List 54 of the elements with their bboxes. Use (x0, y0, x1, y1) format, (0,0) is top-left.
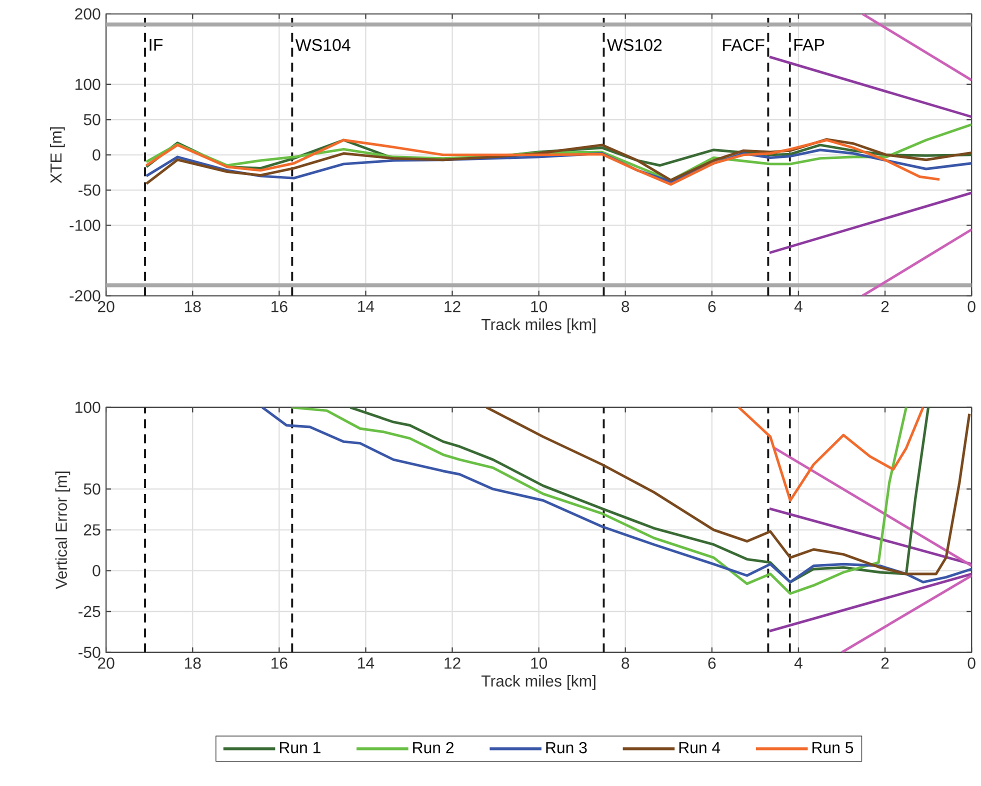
line-series (485, 407, 971, 576)
legend-label: Run 3 (546, 742, 587, 754)
y-tick-label: 0 (92, 565, 100, 576)
y-tick-label: -25 (78, 606, 100, 618)
y-tick-label: -50 (78, 646, 100, 658)
ref-line-label: WS102 (607, 39, 662, 52)
x-tick-label: 20 (98, 658, 114, 669)
x-tick-label: 14 (358, 658, 374, 669)
y-axis-title: Vertical Error [m] (55, 472, 70, 590)
x-tick-label: 6 (708, 658, 716, 669)
x-tick-label: 16 (272, 301, 288, 312)
ref-line-label: FAP (794, 39, 824, 51)
x-tick-label: 2 (881, 301, 889, 312)
ref-line-label: WS104 (295, 39, 350, 52)
x-tick-label: 12 (444, 301, 460, 312)
y-tick-label: 50 (84, 483, 100, 495)
x-tick-label: 20 (98, 301, 114, 312)
y-tick-label: 100 (76, 78, 100, 90)
x-tick-label: 18 (184, 658, 201, 669)
y-tick-label: -200 (70, 290, 100, 302)
line-series (737, 407, 924, 502)
line-series (260, 407, 972, 584)
line-series (290, 407, 908, 595)
x-tick-label: 2 (881, 658, 889, 669)
y-tick-label: 50 (84, 114, 100, 126)
line-series (348, 407, 930, 584)
ref-line-label: FACF (723, 39, 764, 52)
x-tick-label: 10 (531, 301, 548, 312)
x-axis-title: Track miles [km] (481, 675, 596, 690)
x-tick-label: 12 (444, 658, 460, 669)
legend-label: Run 5 (812, 742, 854, 754)
y-tick-label: 100 (76, 402, 100, 414)
x-tick-label: 4 (794, 658, 802, 669)
x-tick-label: 0 (968, 301, 976, 312)
legend-label: Run 1 (280, 742, 320, 754)
x-tick-label: 6 (708, 301, 716, 312)
x-tick-label: 18 (184, 301, 201, 312)
x-tick-label: 8 (622, 301, 630, 312)
x-tick-label: 14 (358, 301, 374, 312)
y-axis-title: XTE [m] (50, 127, 65, 184)
y-tick-label: -50 (78, 184, 100, 196)
x-tick-label: 8 (622, 658, 630, 669)
y-tick-label: 0 (92, 149, 100, 161)
y-tick-label: 200 (75, 8, 100, 20)
x-tick-label: 10 (531, 658, 548, 669)
x-tick-label: 16 (272, 658, 288, 669)
legend-label: Run 4 (679, 742, 720, 754)
ref-line-label: IF (150, 39, 163, 51)
y-tick-label: -100 (70, 220, 100, 232)
y-tick-label: 25 (84, 524, 100, 536)
legend-label: Run 2 (413, 742, 454, 754)
x-axis-title: Track miles [km] (481, 318, 596, 334)
x-tick-label: 4 (794, 301, 802, 312)
x-tick-label: 0 (968, 658, 976, 669)
